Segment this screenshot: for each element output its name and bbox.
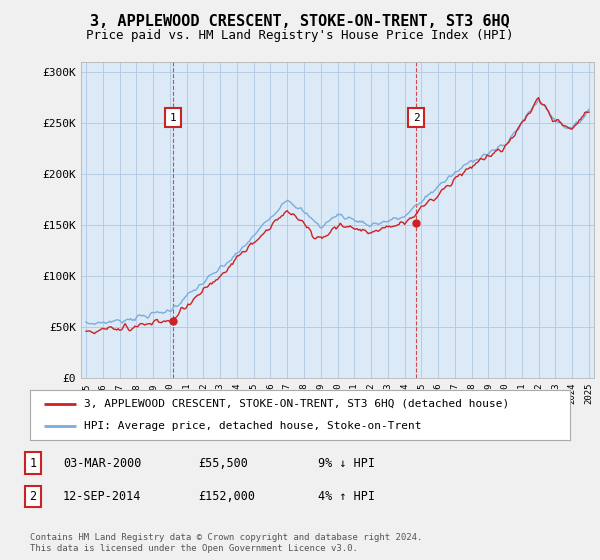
Text: £152,000: £152,000 — [198, 490, 255, 503]
Text: 03-MAR-2000: 03-MAR-2000 — [63, 456, 142, 470]
Text: 2: 2 — [413, 113, 419, 123]
Text: 3, APPLEWOOD CRESCENT, STOKE-ON-TRENT, ST3 6HQ: 3, APPLEWOOD CRESCENT, STOKE-ON-TRENT, S… — [90, 14, 510, 29]
Text: 12-SEP-2014: 12-SEP-2014 — [63, 490, 142, 503]
Text: 4% ↑ HPI: 4% ↑ HPI — [318, 490, 375, 503]
Text: 1: 1 — [169, 113, 176, 123]
Text: 2: 2 — [29, 490, 37, 503]
Text: 9% ↓ HPI: 9% ↓ HPI — [318, 456, 375, 470]
Text: 3, APPLEWOOD CRESCENT, STOKE-ON-TRENT, ST3 6HQ (detached house): 3, APPLEWOOD CRESCENT, STOKE-ON-TRENT, S… — [84, 399, 509, 409]
Text: Contains HM Land Registry data © Crown copyright and database right 2024.
This d: Contains HM Land Registry data © Crown c… — [30, 533, 422, 553]
Text: £55,500: £55,500 — [198, 456, 248, 470]
Text: 1: 1 — [29, 456, 37, 470]
Text: HPI: Average price, detached house, Stoke-on-Trent: HPI: Average price, detached house, Stok… — [84, 421, 421, 431]
Text: Price paid vs. HM Land Registry's House Price Index (HPI): Price paid vs. HM Land Registry's House … — [86, 29, 514, 42]
